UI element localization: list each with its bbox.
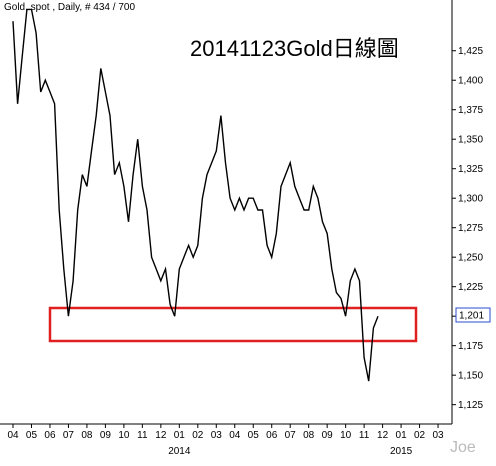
chart-title: 20141123Gold日線圖 <box>190 36 399 61</box>
y-tick-label: 1,225 <box>458 282 483 293</box>
x-tick-label: 07 <box>63 430 75 441</box>
y-tick-label: 1,425 <box>458 46 483 57</box>
price-line <box>12 8 379 382</box>
x-tick-label: 03 <box>432 430 444 441</box>
x-tick-label: 07 <box>285 430 297 441</box>
watermark: Joe <box>450 439 476 456</box>
y-tick-label: 1,275 <box>458 223 483 234</box>
header: Gold, spot , Daily, # 434 / 700 <box>4 2 135 13</box>
x-tick-label: 11 <box>359 430 370 441</box>
y-tick-label: 1,325 <box>458 164 483 175</box>
y-tick-label: 1,400 <box>458 76 483 87</box>
x-tick-label: 06 <box>266 430 278 441</box>
x-tick-label: 01 <box>396 430 408 441</box>
x-tick-label: 01 <box>174 430 186 441</box>
x-tick-label: 06 <box>44 430 56 441</box>
y-tick-label: 1,175 <box>458 341 483 352</box>
y-tick-label: 1,375 <box>458 105 483 116</box>
last-price-label: 1,201 <box>459 311 484 322</box>
year-label: 2015 <box>390 446 413 457</box>
y-tick-label: 1,150 <box>458 371 483 382</box>
x-tick-label: 08 <box>81 430 93 441</box>
x-tick-label: 04 <box>229 430 241 441</box>
year-label: 2014 <box>168 446 191 457</box>
x-tick-label: 04 <box>7 430 19 441</box>
last-price-box <box>455 307 491 323</box>
x-tick-label: 03 <box>211 430 223 441</box>
y-tick-label: 1,300 <box>458 194 483 205</box>
x-tick-label: 02 <box>414 430 426 441</box>
y-tick-label: 1,250 <box>458 253 483 264</box>
y-tick-label: 1,125 <box>458 400 483 411</box>
x-tick-label: 08 <box>303 430 315 441</box>
x-tick-label: 05 <box>26 430 38 441</box>
y-tick-label: 1,350 <box>458 135 483 146</box>
x-tick-label: 12 <box>377 430 389 441</box>
x-tick-label: 12 <box>155 430 167 441</box>
x-tick-label: 02 <box>192 430 204 441</box>
x-tick-label: 11 <box>137 430 148 441</box>
x-tick-label: 10 <box>118 430 130 441</box>
highlight-box <box>48 306 418 343</box>
x-tick-label: 09 <box>322 430 334 441</box>
x-tick-label: 05 <box>248 430 260 441</box>
x-tick-label: 10 <box>340 430 352 441</box>
x-tick-label: 09 <box>100 430 112 441</box>
